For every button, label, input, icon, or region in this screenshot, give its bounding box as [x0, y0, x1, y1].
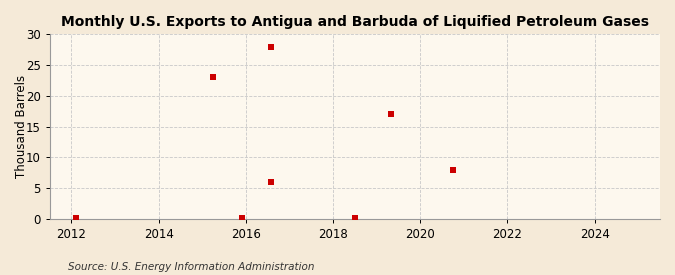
Point: [266, 45, 277, 49]
Point: [448, 167, 458, 172]
Text: Source: U.S. Energy Information Administration: Source: U.S. Energy Information Administ…: [68, 262, 314, 272]
Title: Monthly U.S. Exports to Antigua and Barbuda of Liquified Petroleum Gases: Monthly U.S. Exports to Antigua and Barb…: [61, 15, 649, 29]
Point: [350, 216, 360, 220]
Point: [266, 180, 277, 184]
Point: [70, 216, 81, 220]
Y-axis label: Thousand Barrels: Thousand Barrels: [15, 75, 28, 178]
Point: [385, 112, 396, 116]
Point: [237, 216, 248, 220]
Point: [208, 75, 219, 79]
